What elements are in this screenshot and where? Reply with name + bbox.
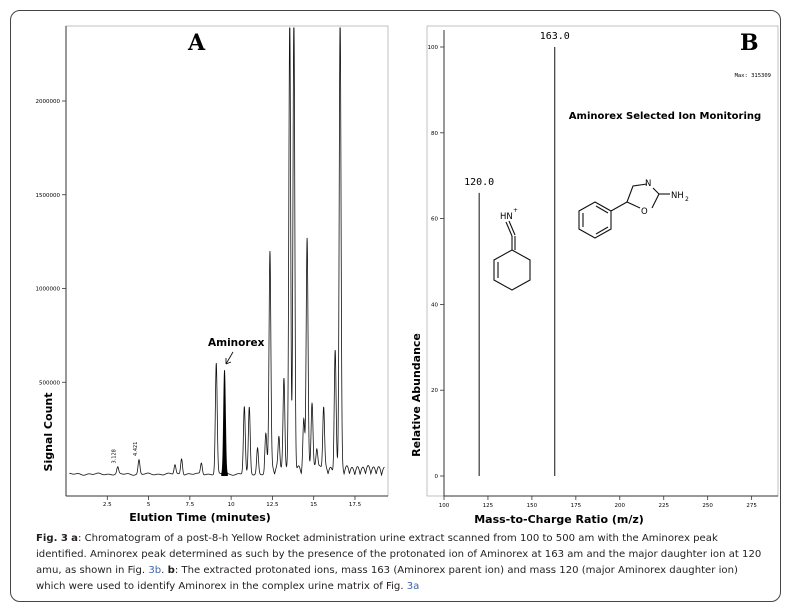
max-count-label: Max: 315309 bbox=[735, 73, 771, 79]
amine-subscript: 2 bbox=[685, 196, 689, 203]
spectrum-x-ticks: 100 125 150 175 200 225 250 275 bbox=[439, 496, 757, 509]
caption-text-2: Aminorex peak determined as such by the … bbox=[36, 549, 762, 576]
mass-spectrum-panel: B Max: 315309 Aminorex Selected Ion Moni… bbox=[410, 25, 779, 526]
cyclohexene-ring bbox=[493, 249, 531, 291]
panel-label-a: A bbox=[187, 30, 206, 56]
chromatogram-x-tick-label: 17.5 bbox=[349, 502, 362, 508]
chromatogram-y-ticks: 500000 1000000 1500000 2000000 bbox=[36, 99, 66, 386]
phenyl-double-3 bbox=[595, 226, 609, 235]
caption-fig-label: Fig. 3 bbox=[36, 533, 68, 544]
oxazoline-o-bond bbox=[626, 201, 641, 209]
aminorex-arrow-icon bbox=[225, 351, 234, 365]
caption-text-4a: used to identify Aminorex in the complex… bbox=[96, 581, 407, 592]
phenyl-double-2 bbox=[595, 205, 609, 214]
caption-link-fig3a[interactable]: 3a bbox=[406, 581, 420, 592]
chromatogram-y-tick-label: 500000 bbox=[39, 380, 60, 386]
spectrum-y-tick-label: 80 bbox=[431, 131, 438, 137]
oxazoline-cn-bond bbox=[652, 187, 660, 195]
chromatogram-x-ticks: 2.5 5 7.5 10 12.5 15 17.5 bbox=[103, 496, 362, 508]
caption-a-label: a bbox=[71, 533, 78, 544]
peak-rt-label: 4.421 bbox=[133, 442, 139, 456]
spectrum-x-tick-label: 275 bbox=[746, 503, 757, 509]
oxazoline-c-bond bbox=[651, 193, 660, 209]
phenyl-link bbox=[610, 201, 628, 212]
spectrum-x-tick-label: 100 bbox=[439, 503, 450, 509]
spectrum-x-tick-label: 150 bbox=[527, 503, 538, 509]
figure-caption: Fig. 3 a: Chromatogram of a post-8-h Yel… bbox=[36, 531, 770, 595]
spectrum-x-tick-label: 125 bbox=[483, 503, 494, 509]
daughter-ion-structure bbox=[493, 220, 531, 291]
spectrum-bar-label: 120.0 bbox=[464, 177, 494, 188]
chromatogram-y-tick-label: 2000000 bbox=[36, 99, 61, 105]
caption-text-3b: . bbox=[161, 565, 168, 576]
spectrum-x-tick-label: 225 bbox=[658, 503, 669, 509]
chromatogram-x-tick-label: 10 bbox=[228, 502, 235, 508]
chromatogram-trace bbox=[69, 27, 385, 477]
spectrum-y-tick-label: 0 bbox=[435, 474, 439, 480]
chromatogram-y-label: Signal Count bbox=[42, 393, 55, 472]
caption-text-3a: shown in Fig. bbox=[79, 565, 149, 576]
caption-text-1: : Chromatogram of a post-8-h Yellow Rock… bbox=[36, 533, 718, 560]
chromatogram-x-tick-label: 12.5 bbox=[266, 502, 279, 508]
chromatogram-y-tick-label: 1000000 bbox=[36, 287, 61, 293]
spectrum-title: Aminorex Selected Ion Monitoring bbox=[569, 111, 761, 122]
aminorex-annotation: Aminorex bbox=[208, 337, 265, 349]
spectrum-y-ticks: 0 20 40 60 80 100 bbox=[428, 45, 444, 480]
spectrum-y-tick-label: 40 bbox=[431, 302, 438, 308]
spectrum-x-tick-label: 200 bbox=[615, 503, 626, 509]
chromatogram-y-tick-label: 1500000 bbox=[36, 193, 61, 199]
amine-label: NH bbox=[671, 191, 684, 201]
spectrum-bar-labels: 120.0 163.0 bbox=[464, 31, 570, 188]
chromatogram-peak-labels: 3.128 4.421 bbox=[112, 442, 139, 464]
spectrum-y-tick-label: 100 bbox=[428, 45, 439, 51]
aminorex-structure bbox=[578, 183, 670, 239]
spectrum-x-tick-label: 175 bbox=[571, 503, 582, 509]
oxazoline-upper bbox=[626, 183, 648, 203]
oxazoline-o-label: O bbox=[641, 207, 648, 217]
panel-label-b: B bbox=[740, 30, 759, 56]
figure-frame bbox=[10, 10, 781, 602]
oxazoline-n-label: N bbox=[645, 179, 651, 189]
spectrum-bars bbox=[478, 47, 556, 476]
caption-link-fig3b[interactable]: 3b bbox=[148, 565, 162, 576]
aminorex-peak-fill bbox=[221, 370, 228, 476]
chromatogram-x-label: Elution Time (minutes) bbox=[129, 511, 271, 524]
spectrum-y-tick-label: 20 bbox=[431, 388, 438, 394]
phenyl-ring bbox=[578, 201, 612, 239]
spectrum-x-label: Mass-to-Charge Ratio (m/z) bbox=[474, 513, 644, 526]
chromatogram-x-tick-label: 2.5 bbox=[103, 502, 112, 508]
spectrum-x-tick-label: 250 bbox=[702, 503, 713, 509]
iminium-bond-2 bbox=[508, 220, 516, 236]
peak-rt-label: 3.128 bbox=[112, 449, 118, 463]
chromatogram-x-tick-label: 5 bbox=[147, 502, 151, 508]
spectrum-bar-label: 163.0 bbox=[540, 31, 570, 42]
caption-text-3c: : The extracted protonated ions, mass 16… bbox=[36, 565, 738, 592]
chromatogram-panel: A 500000 1000000 1500000 2000000 2.5 5 7.5 10 1… bbox=[36, 25, 389, 524]
spectrum-y-tick-label: 60 bbox=[431, 217, 438, 223]
chromatogram-x-tick-label: 7.5 bbox=[185, 502, 194, 508]
iminium-bond bbox=[505, 221, 513, 237]
iminium-charge: + bbox=[513, 207, 518, 214]
chromatogram-x-tick-label: 15 bbox=[310, 502, 317, 508]
caption-b-label: b bbox=[167, 565, 175, 576]
spectrum-y-label: Relative Abundance bbox=[410, 333, 423, 457]
iminium-label: HN bbox=[500, 212, 513, 222]
